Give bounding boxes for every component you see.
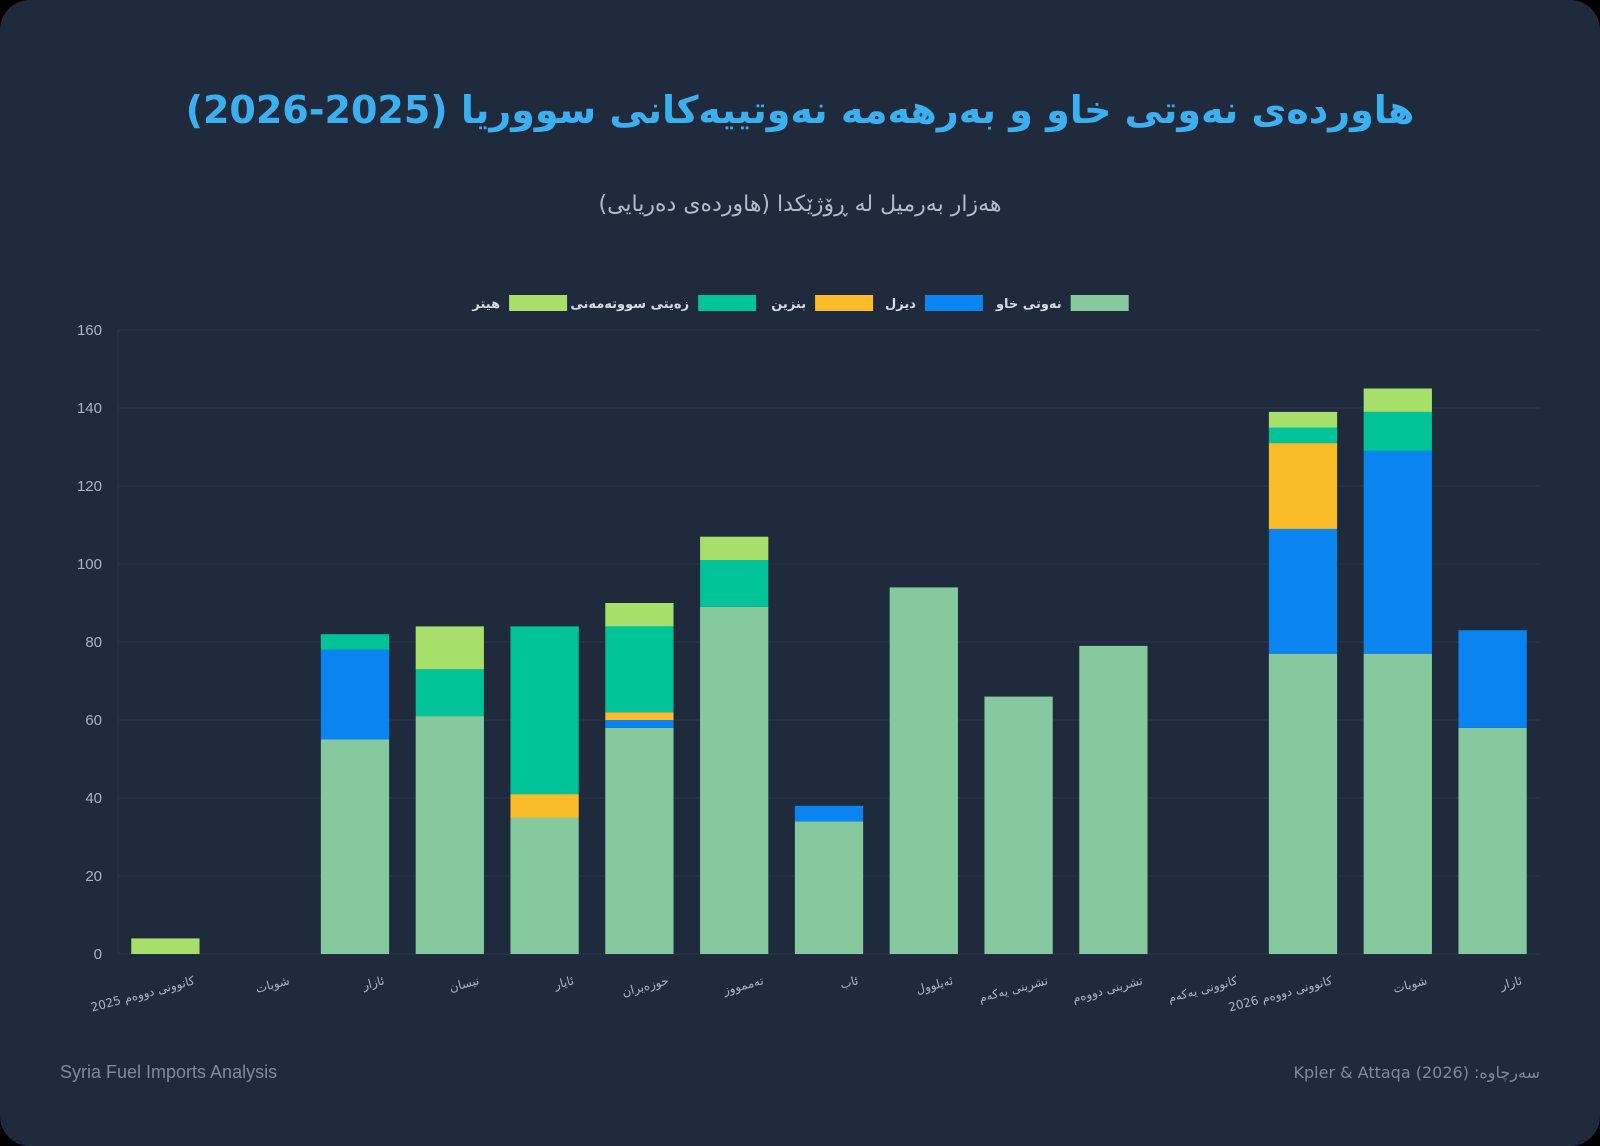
legend-item[interactable]: نەوتی خاو (995, 295, 1129, 312)
bar-segment[interactable] (1268, 427, 1338, 444)
bar-segment[interactable] (1268, 411, 1338, 428)
x-tick-label: ئازار (1498, 973, 1524, 993)
x-tick-label: تەممووز (721, 973, 765, 998)
bar-segment[interactable] (320, 634, 390, 650)
legend-swatch (509, 295, 568, 311)
y-tick-label: 140 (77, 400, 102, 417)
legend-item[interactable]: زەیتی سووتەمەنی (570, 295, 757, 312)
y-tick-label: 40 (85, 790, 102, 807)
bar-segment[interactable] (700, 560, 769, 607)
bar-segment[interactable] (605, 712, 674, 720)
bar-segment[interactable] (1458, 630, 1527, 728)
bar-segment[interactable] (984, 696, 1053, 954)
bar-segment[interactable] (794, 805, 864, 822)
bar-segment[interactable] (510, 817, 579, 955)
bar-segment[interactable] (131, 938, 200, 954)
footer-source: سەرچاوە: Kpler & Attaqa (2026) (1293, 1063, 1541, 1082)
bar-segment[interactable] (1363, 411, 1432, 451)
y-tick-label: 120 (77, 478, 102, 495)
x-tick-label: شوبات (254, 973, 291, 996)
bar-segment[interactable] (1268, 653, 1338, 954)
legend-swatch (1070, 295, 1129, 311)
x-tick-label: تشرینی یەکەم (977, 973, 1049, 1006)
bar-segment[interactable] (605, 727, 674, 954)
bar-segment[interactable] (415, 626, 484, 670)
bar-segment[interactable] (510, 794, 579, 818)
x-tick-label: حوزەیران (620, 973, 670, 1000)
x-tick-label: ئاب (838, 973, 859, 991)
legend-item[interactable]: بنزین (771, 295, 874, 312)
bar-segment[interactable] (320, 739, 390, 955)
legend-label: دیزل (885, 297, 916, 312)
x-tick-label: کانوونی دووەم 2026 (1227, 973, 1334, 1015)
y-axis: 0 20 40 60 80 100 120 140 160 (77, 322, 119, 963)
legend-swatch (698, 295, 757, 311)
x-axis-labels: کانوونی دووەم 2025 شوبات ئازار نیسان ئایار حو… (89, 973, 1523, 1015)
footer-caption: Syria Fuel Imports Analysis (60, 1062, 278, 1082)
legend: هیتر زەیتی سووتەمەنی بنزین دیزل نەوتی خاو (471, 295, 1129, 312)
y-tick-label: 100 (77, 556, 102, 573)
y-tick-label: 0 (94, 946, 102, 963)
bar-segment[interactable] (794, 821, 864, 954)
x-tick-label: شوبات (1392, 973, 1429, 996)
bar-segment[interactable] (700, 536, 769, 561)
legend-label: زەیتی سووتەمەنی (570, 297, 689, 312)
y-tick-label: 60 (85, 712, 102, 729)
bar-segment[interactable] (1079, 645, 1148, 954)
legend-swatch (815, 295, 874, 311)
bar-segment[interactable] (889, 587, 958, 954)
y-tick-label: 160 (77, 322, 102, 339)
bar-segment[interactable] (700, 606, 769, 954)
bar-segment[interactable] (1363, 653, 1432, 954)
bar-segment[interactable] (605, 626, 674, 713)
legend-label: هیتر (471, 297, 500, 312)
x-tick-label: ئایار (552, 973, 576, 993)
x-tick-label: ئەیلوول (914, 973, 954, 997)
bar-segment[interactable] (1268, 443, 1338, 529)
legend-item[interactable]: دیزل (885, 295, 983, 312)
legend-item[interactable]: هیتر (471, 295, 568, 312)
chart-title: هاوردەی نەوتی خاو و بەرهەمە نەوتییەکانی … (185, 88, 1415, 132)
bar-segment[interactable] (415, 669, 484, 717)
legend-label: بنزین (771, 297, 806, 312)
bar-segment[interactable] (1363, 388, 1432, 412)
bars (131, 388, 1527, 955)
bar-segment[interactable] (1363, 450, 1432, 654)
bar-segment[interactable] (510, 626, 579, 795)
bar-segment[interactable] (1268, 528, 1338, 654)
bar-segment[interactable] (605, 720, 674, 728)
chart-subtitle: هەزار بەرمیل لە ڕۆژێکدا (هاوردەی دەریایی… (598, 192, 1002, 217)
bar-segment[interactable] (605, 603, 674, 627)
legend-label: نەوتی خاو (995, 297, 1062, 312)
x-tick-label: ئازار (360, 973, 386, 993)
bar-segment[interactable] (415, 716, 484, 954)
bar-segment[interactable] (320, 649, 390, 740)
legend-swatch (924, 295, 983, 311)
y-tick-label: 20 (85, 868, 102, 885)
y-tick-label: 80 (85, 634, 102, 651)
x-tick-label: نیسان (448, 973, 481, 994)
x-tick-label: کانوونی دووەم 2025 (89, 973, 196, 1015)
x-tick-label: تشرینی دووەم (1071, 973, 1145, 1006)
bar-segment[interactable] (1458, 727, 1527, 954)
